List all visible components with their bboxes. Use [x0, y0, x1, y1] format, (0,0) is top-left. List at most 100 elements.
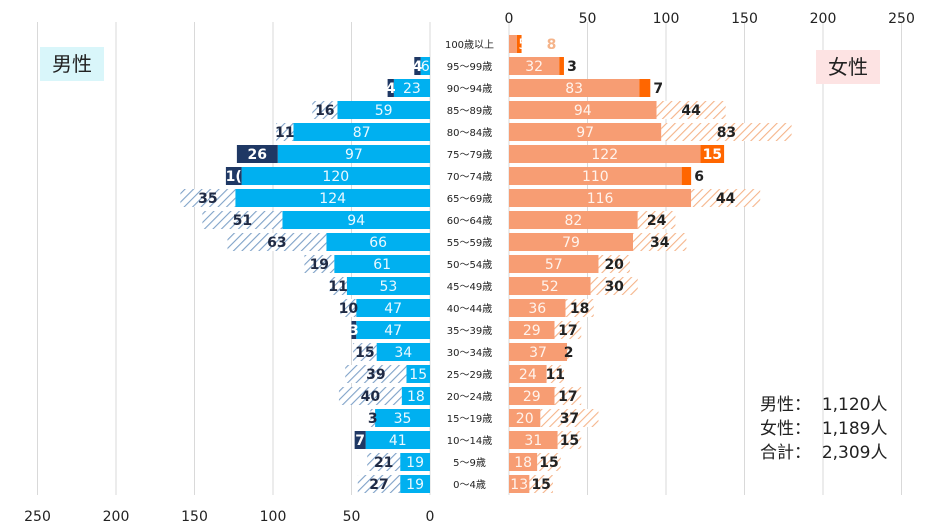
male-bar-label: 19: [406, 477, 424, 493]
female-bar-label: 122: [591, 147, 618, 163]
male-bar: [406, 365, 430, 383]
male-extra-bar: [414, 57, 421, 75]
female-bar-label: 20: [516, 411, 534, 427]
category-label: 60～64歳: [447, 215, 492, 227]
category-label: 75～79歳: [447, 149, 492, 161]
female-legend-label: 女性: [816, 50, 880, 84]
female-bar-label: 32: [525, 59, 543, 75]
male-extra-bar: [370, 409, 376, 427]
female-bar: [509, 101, 657, 119]
male-extra-bar: [276, 123, 294, 141]
female-bar-label: 13: [510, 477, 528, 493]
x-tick-label-male: 100: [260, 509, 287, 525]
male-legend-label: 男性: [40, 47, 104, 81]
male-bar-label: 15: [409, 367, 427, 383]
male-extra-label: 21: [374, 455, 393, 471]
male-bar: [401, 387, 430, 405]
female-bar: [509, 211, 638, 229]
male-extra-label: 11: [328, 279, 347, 295]
female-bar-label: 94: [574, 103, 592, 119]
female-bar: [509, 35, 517, 53]
female-extra-label: 17: [558, 389, 577, 405]
female-extra-bar: [565, 299, 594, 317]
female-bar-label: 18: [514, 455, 532, 471]
male-bar-label: 47: [384, 301, 402, 317]
female-extra-label: 18: [570, 301, 589, 317]
female-extra-label: 15: [539, 455, 558, 471]
female-bar-label: 29: [523, 389, 541, 405]
x-tick-label-female: 150: [731, 11, 758, 27]
x-tick-label-male: 0: [426, 509, 435, 525]
female-extra-bar: [567, 343, 571, 361]
male-extra-label: 3: [349, 323, 359, 339]
male-extra-label: 40: [361, 389, 381, 405]
female-bar-label: 52: [541, 279, 559, 295]
male-extra-bar: [180, 189, 236, 207]
female-bar: [509, 189, 692, 207]
category-label: 90～94歳: [447, 83, 492, 95]
female-extra-label: 7: [653, 81, 663, 97]
female-bar: [509, 387, 555, 405]
female-extra-label: 15: [560, 433, 579, 449]
x-tick-label-female: 250: [888, 11, 915, 27]
total-label: 女性：: [760, 419, 811, 439]
x-tick-label-female: 100: [653, 11, 680, 27]
female-extra-bar: [691, 189, 761, 207]
female-extra-label: 37: [560, 411, 579, 427]
female-bar: [509, 453, 538, 471]
female-bar-label: 82: [564, 213, 582, 229]
male-extra-bar: [329, 277, 347, 295]
female-bar-label: 110: [582, 169, 609, 185]
male-extra-label: 16: [315, 103, 334, 119]
female-bar: [509, 233, 634, 251]
total-label: 合計：: [760, 443, 811, 463]
female-extra-label: 30: [604, 279, 624, 295]
total-row-female: 女性： 1,189人: [760, 417, 887, 441]
x-tick-label-female: 200: [810, 11, 837, 27]
category-label: 30～34歳: [447, 347, 492, 359]
female-extra-label: 24: [647, 213, 667, 229]
bars: [180, 35, 792, 493]
female-extra-bar: [656, 101, 726, 119]
category-label: 25～29歳: [447, 369, 492, 381]
male-bar: [400, 475, 430, 493]
x-tick-label-male: 150: [181, 509, 208, 525]
category-label: 80～84歳: [447, 127, 492, 139]
axis-ticks: 0 0 50 50 100 100 150 150 200 200 250 250: [24, 11, 915, 525]
x-tick-label-male: 250: [24, 509, 51, 525]
male-bar-label: 124: [319, 191, 346, 207]
female-bar-label: 29: [523, 323, 541, 339]
female-extra-bar: [554, 387, 582, 405]
male-extra-bar: [345, 365, 407, 383]
male-extra-label: 3: [368, 411, 378, 427]
male-bar-label: 19: [406, 455, 424, 471]
male-extra-bar: [338, 387, 402, 405]
female-bar-label: 79: [562, 235, 580, 251]
female-bar-label: 97: [576, 125, 594, 141]
female-extra-bar: [639, 79, 651, 97]
male-extra-bar: [354, 431, 366, 449]
total-row-male: 男性： 1,120人: [760, 393, 887, 417]
male-bar: [334, 255, 430, 273]
female-extra-bar: [546, 365, 564, 383]
male-bar-label: 35: [394, 411, 412, 427]
female-bar-label: 116: [587, 191, 614, 207]
total-label: 男性：: [760, 395, 811, 415]
male-bar-label: 18: [407, 389, 425, 405]
male-bar: [420, 57, 430, 75]
male-bar: [393, 79, 430, 97]
female-extra-label: 15: [531, 477, 550, 493]
female-bar: [509, 277, 591, 295]
male-extra-bar: [304, 255, 335, 273]
category-label: 85～89歳: [447, 105, 492, 117]
female-extra-bar: [590, 277, 638, 295]
category-label: 15～19歳: [447, 413, 492, 425]
male-bar: [346, 277, 430, 295]
male-bar: [365, 431, 430, 449]
male-bar: [277, 145, 430, 163]
female-bar: [509, 475, 530, 493]
female-extra-bar: [637, 211, 676, 229]
female-extra-bar: [700, 145, 725, 163]
